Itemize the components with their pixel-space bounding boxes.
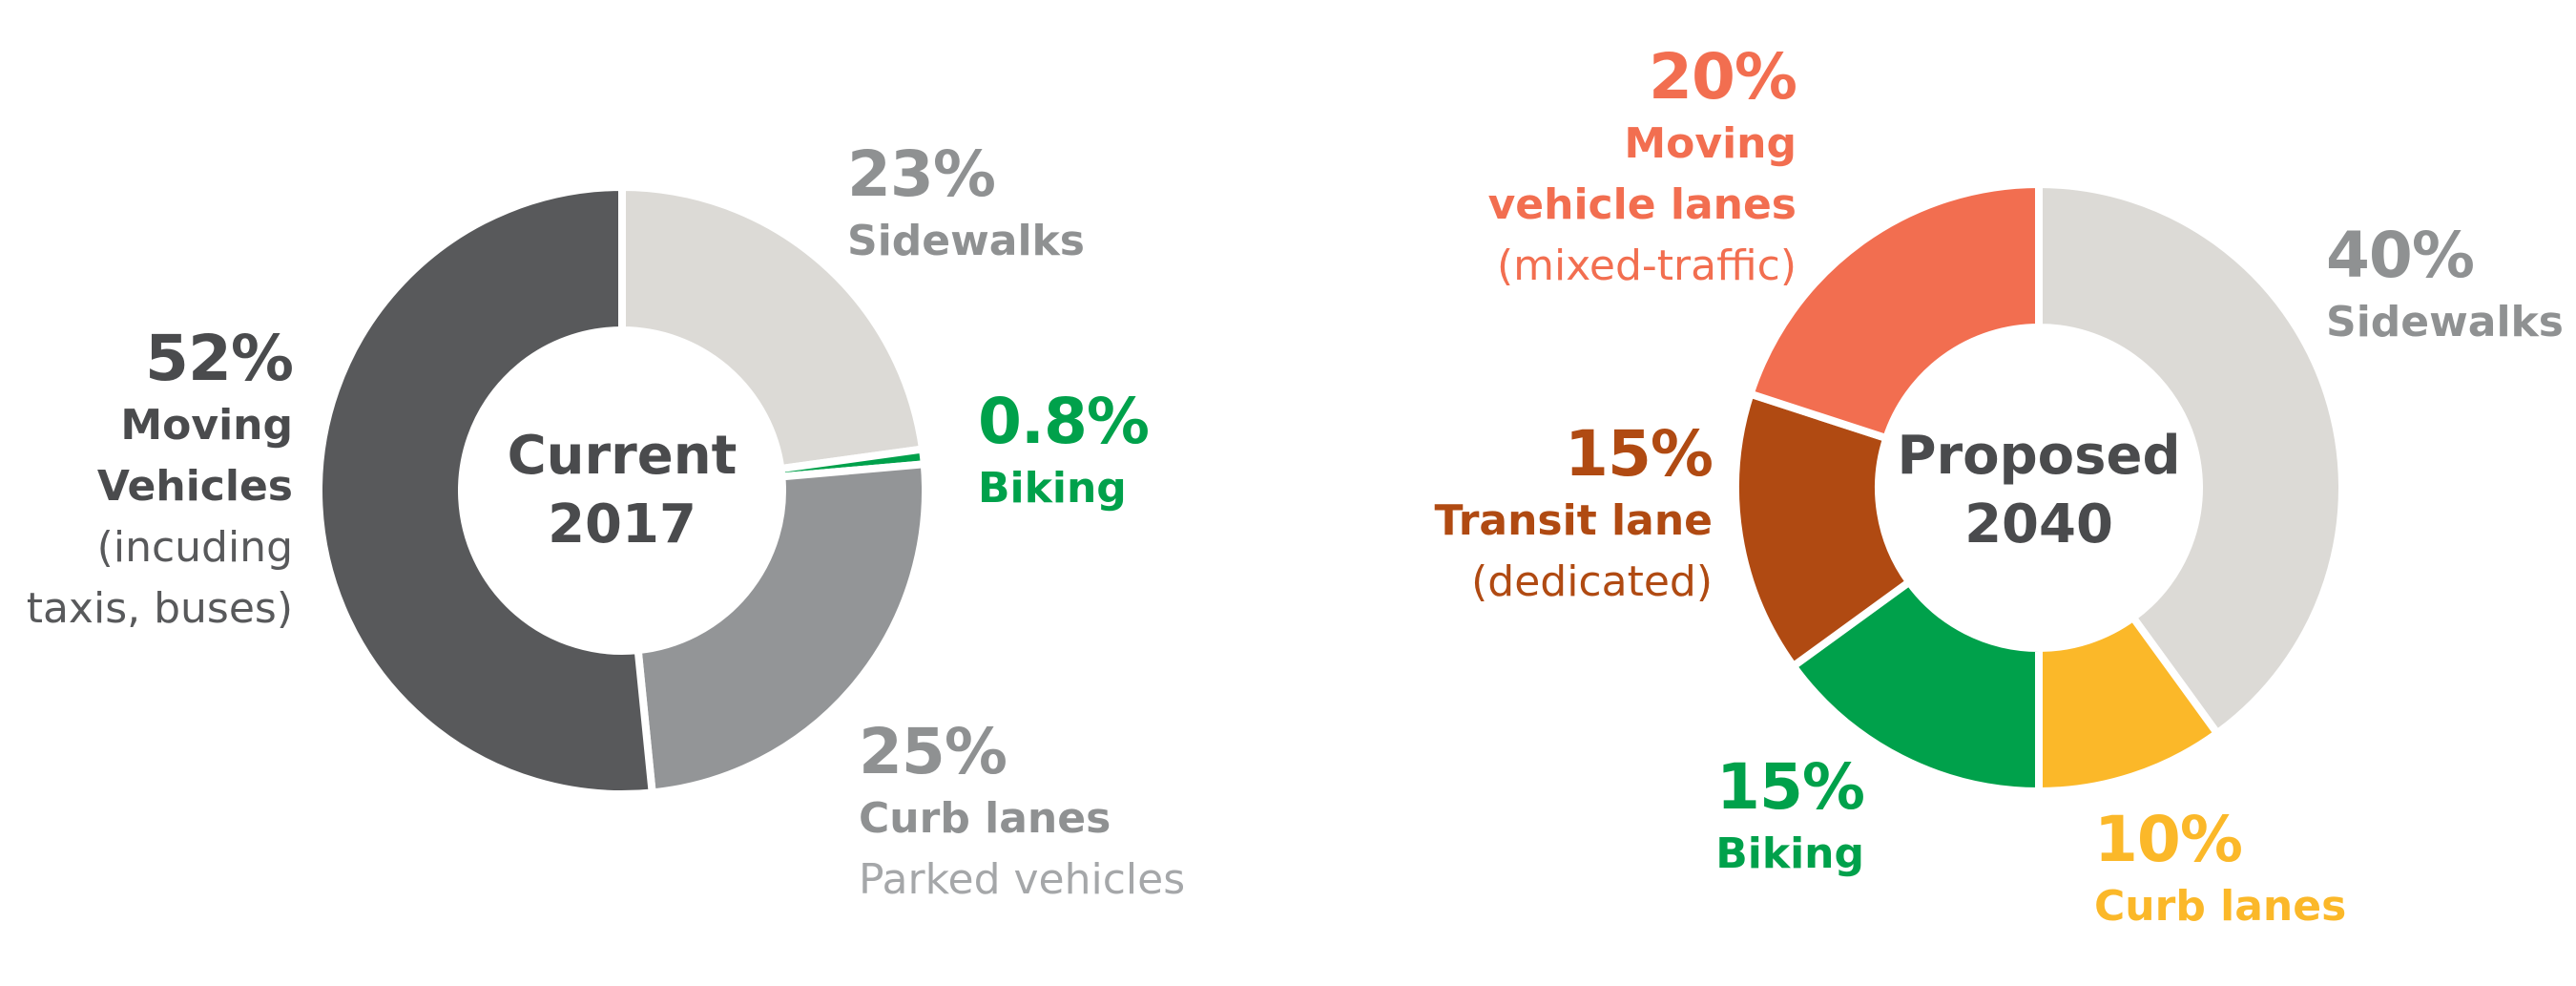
label-biking: 15% Biking <box>1715 750 1865 878</box>
category-sublabel: Parked vehicles <box>859 855 1185 904</box>
label-sidewalks: 23% Sidewalks <box>847 137 1085 265</box>
center-label-year: 2040 <box>1964 493 2113 556</box>
category-label: Vehicles <box>97 462 293 511</box>
value-label: 23% <box>847 137 995 211</box>
slice-sidewalks <box>2035 179 2346 739</box>
donut-slices <box>315 182 929 798</box>
value-label: 0.8% <box>978 385 1149 458</box>
value-label: 20% <box>1649 40 1797 114</box>
label-curb-lanes: 10% Curb lanes <box>2094 803 2346 931</box>
value-label: 15% <box>1716 750 1864 824</box>
center-label-title: Current <box>508 425 737 487</box>
slice-moving-vehicle-lanes <box>1745 179 2043 444</box>
slice-moving-vehicles <box>315 182 657 798</box>
center-label-title: Proposed <box>1897 425 2180 487</box>
value-label: 52% <box>145 322 293 395</box>
category-sublabel: (mixed-traffic) <box>1497 241 1797 290</box>
category-label: Biking <box>978 464 1127 513</box>
category-sublabel: (dedicated) <box>1471 557 1713 606</box>
category-label: Moving <box>1624 119 1797 168</box>
slice-transit-lane <box>1731 388 1915 672</box>
value-label: 40% <box>2326 219 2474 292</box>
label-moving-vehicle-lanes: 20% Moving vehicle lanes (mixed-traffic) <box>1488 40 1797 290</box>
category-label: Sidewalks <box>2326 298 2564 346</box>
label-curb-lanes: 25% Curb lanes Parked vehicles <box>859 715 1185 904</box>
category-label: Biking <box>1715 829 1864 878</box>
category-label: Moving <box>120 401 293 450</box>
category-sublabel: (incuding <box>97 523 293 572</box>
label-biking: 0.8% Biking <box>978 385 1150 513</box>
value-label: 10% <box>2094 803 2242 876</box>
category-label: vehicle lanes <box>1488 180 1797 229</box>
label-moving-vehicles: 52% Moving Vehicles (incuding taxis, buses) <box>27 322 294 633</box>
donut-slices <box>1731 179 2346 796</box>
center-label-year: 2017 <box>548 493 696 556</box>
value-label: 15% <box>1565 417 1713 491</box>
label-transit-lane: 15% Transit lane (dedicated) <box>1435 417 1714 606</box>
slice-curb-lanes <box>634 459 929 797</box>
category-label: Transit lane <box>1435 496 1713 545</box>
value-label: 25% <box>859 715 1007 788</box>
label-sidewalks: 40% Sidewalks <box>2326 219 2564 346</box>
category-label: Sidewalks <box>847 217 1085 265</box>
category-sublabel: taxis, buses) <box>27 584 293 633</box>
category-label: Curb lanes <box>2094 882 2346 931</box>
category-label: Curb lanes <box>859 794 1111 843</box>
slice-biking <box>1788 577 2043 796</box>
slice-sidewalks <box>618 182 927 473</box>
